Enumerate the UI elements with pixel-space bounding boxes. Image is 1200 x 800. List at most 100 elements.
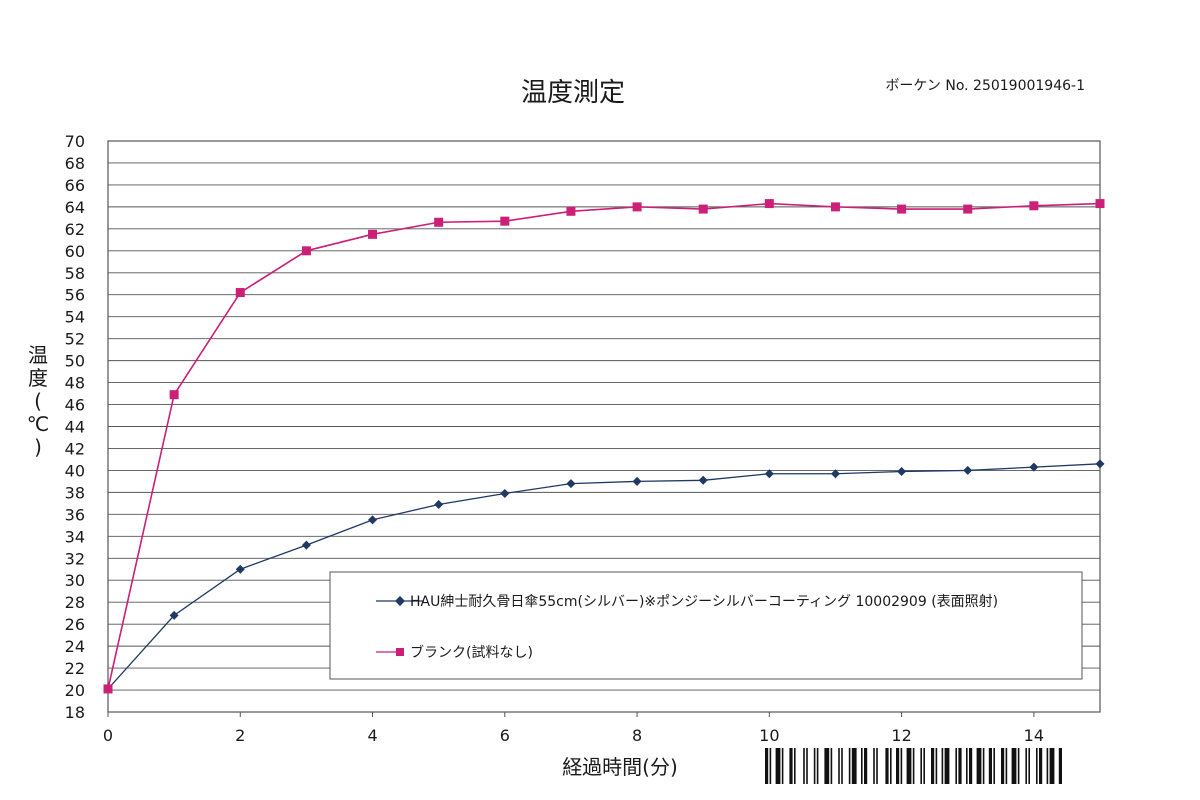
y-tick-label: 40 [65, 461, 85, 480]
data-point-diamond [368, 515, 378, 525]
barcode-bar [885, 748, 889, 784]
barcode-bar [920, 748, 922, 784]
y-tick-label: 34 [65, 527, 85, 546]
barcode-bar [958, 748, 962, 784]
data-point-diamond [897, 467, 907, 477]
legend-item-sample: HAU紳士耐久骨日傘55cm(シルバー)※ポンジーシルバーコーティング 1000… [376, 594, 998, 610]
barcode-bar [876, 748, 878, 784]
data-point-square [301, 246, 311, 256]
barcode-bar [912, 748, 915, 784]
data-point-square [368, 229, 378, 239]
data-point-square [1095, 199, 1105, 209]
barcode-bar [1039, 748, 1043, 784]
y-tick-label: 26 [65, 615, 85, 634]
y-tick-label: 20 [65, 681, 85, 700]
data-point-diamond [1029, 462, 1039, 472]
data-point-square [566, 206, 576, 216]
data-point-square [500, 216, 510, 226]
barcode [765, 748, 1062, 784]
chart-title: 温度測定 [521, 78, 625, 108]
barcode-bar [775, 748, 781, 784]
data-point-square [764, 199, 774, 209]
barcode-bar [830, 748, 833, 784]
y-axis-title-char: 度 [28, 366, 48, 390]
barcode-bar [1005, 748, 1008, 784]
y-axis-ticks: 18 20 22 24 26 28 30 32 34 36 38 40 42 44 46 48 50 52 54 56… [65, 132, 85, 722]
data-point-diamond [500, 488, 510, 498]
barcode-bar [941, 748, 944, 784]
data-point-square [632, 202, 642, 212]
y-tick-label: 50 [65, 352, 85, 371]
barcode-bar [824, 748, 830, 784]
y-tick-label: 24 [65, 637, 85, 656]
y-axis-title-char: ) [34, 435, 42, 459]
barcode-bar [841, 748, 843, 784]
barcode-bar [976, 748, 982, 784]
barcode-bar [969, 748, 973, 784]
barcode-bar [861, 748, 863, 784]
data-point-diamond [1095, 459, 1105, 469]
barcode-bar [944, 748, 950, 784]
line-blank [107, 202, 1101, 690]
x-tick-label: 6 [500, 726, 510, 745]
x-tick-label: 8 [632, 726, 642, 745]
y-tick-label: 38 [65, 483, 85, 502]
barcode-bar [765, 748, 769, 784]
barcode-bar [966, 748, 968, 784]
data-point-square [235, 288, 245, 298]
legend-marker-square [396, 648, 404, 656]
legend-label-blank: ブランク(試料なし) [410, 644, 533, 661]
barcode-bar [1036, 748, 1038, 784]
x-tick-label: 4 [367, 726, 377, 745]
x-tick-label: 2 [235, 726, 245, 745]
line-sample [107, 463, 1101, 690]
data-point-diamond [301, 540, 311, 550]
data-point-square [698, 204, 708, 214]
barcode-bar [1025, 748, 1027, 784]
barcode-bar [803, 748, 805, 784]
y-tick-label: 68 [65, 154, 85, 173]
data-point-diamond [698, 475, 708, 485]
grid-lines [108, 162, 1100, 691]
y-tick-label: 42 [65, 439, 85, 458]
barcode-bar [848, 748, 851, 784]
barcode-bar [1058, 748, 1062, 784]
y-tick-label: 48 [65, 374, 85, 393]
y-tick-label: 44 [65, 418, 85, 437]
barcode-bar [838, 748, 840, 784]
y-tick-label: 22 [65, 659, 85, 678]
x-tick-label: 12 [891, 726, 911, 745]
legend-marker-diamond [395, 596, 405, 606]
y-axis-title: 温度(℃) [27, 343, 49, 459]
data-point-diamond [235, 564, 245, 574]
data-point-diamond [632, 476, 642, 486]
barcode-bar [769, 748, 772, 784]
barcode-bar [873, 748, 875, 784]
x-axis-title: 経過時間(分) [562, 755, 678, 779]
y-tick-label: 56 [65, 286, 85, 305]
barcode-bar [923, 748, 925, 784]
barcode-bar [900, 748, 903, 784]
barcode-bar [993, 748, 995, 784]
data-point-square [897, 204, 907, 214]
data-point-diamond [830, 469, 840, 479]
barcode-bar [1017, 748, 1020, 784]
data-point-square [1029, 201, 1039, 211]
report-number: ボーケン No. 25019001946-1 [885, 78, 1085, 94]
barcode-bar [982, 748, 985, 784]
barcode-bar [789, 748, 793, 784]
y-tick-label: 60 [65, 242, 85, 261]
y-tick-label: 58 [65, 264, 85, 283]
barcode-bar [935, 748, 938, 784]
barcode-bar [931, 748, 935, 784]
y-tick-label: 28 [65, 593, 85, 612]
barcode-bar [794, 748, 796, 784]
data-point-square [963, 204, 973, 214]
x-tick-label: 14 [1024, 726, 1044, 745]
y-tick-label: 54 [65, 308, 85, 327]
legend-box [329, 571, 1083, 680]
barcode-bar [1046, 748, 1049, 784]
data-point-square [830, 202, 840, 212]
